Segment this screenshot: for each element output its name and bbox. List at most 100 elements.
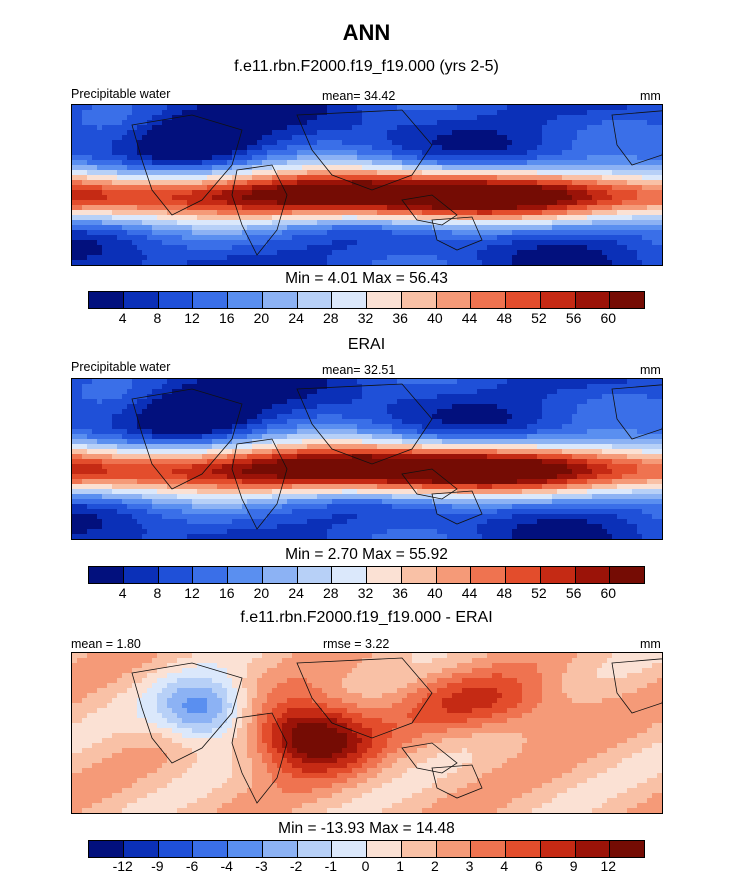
heatmap-cell [647, 120, 652, 125]
heatmap-cell [82, 225, 87, 230]
heatmap-cell [502, 240, 507, 245]
heatmap-cell [372, 140, 377, 145]
heatmap-cell [102, 170, 107, 175]
heatmap-cell [372, 379, 377, 384]
heatmap-cell [572, 404, 577, 409]
heatmap-cell [132, 200, 137, 205]
heatmap-cell [482, 210, 487, 215]
heatmap-cell [592, 379, 597, 384]
heatmap-cell [487, 225, 492, 230]
heatmap-cell [87, 210, 92, 215]
heatmap-cell [407, 200, 412, 205]
heatmap-cell [412, 245, 417, 250]
heatmap-cell [422, 230, 427, 235]
heatmap-cell [162, 195, 167, 200]
heatmap-cell [452, 419, 457, 424]
heatmap-cell [237, 125, 242, 130]
heatmap-cell [532, 115, 537, 120]
heatmap-cell [207, 250, 212, 255]
heatmap-cell [647, 135, 652, 140]
heatmap-cell [537, 190, 542, 195]
heatmap-cell [462, 145, 467, 150]
heatmap-cell [367, 260, 372, 265]
heatmap-cell [257, 130, 262, 135]
heatmap-cell [427, 145, 432, 150]
heatmap-cell [82, 110, 87, 115]
heatmap-cell [132, 205, 137, 210]
heatmap-cell [367, 205, 372, 210]
heatmap-cell [207, 424, 212, 429]
heatmap-cell [347, 120, 352, 125]
heatmap-cell [627, 195, 632, 200]
heatmap-cell [282, 409, 287, 414]
heatmap-cell [342, 250, 347, 255]
heatmap-cell [627, 160, 632, 165]
heatmap-cell [642, 409, 647, 414]
heatmap-cell [327, 384, 332, 389]
heatmap-cell [187, 205, 192, 210]
heatmap-cell [552, 185, 557, 190]
heatmap-cell [402, 404, 407, 409]
heatmap-cell [452, 155, 457, 160]
heatmap-cell [362, 419, 367, 424]
heatmap-cell [297, 220, 302, 225]
heatmap-cell [432, 240, 437, 245]
heatmap-cell [222, 185, 227, 190]
heatmap-cell [142, 240, 147, 245]
heatmap-cell [122, 255, 127, 260]
heatmap-cell [442, 210, 447, 215]
heatmap-cell [162, 185, 167, 190]
heatmap-cell [237, 105, 242, 110]
heatmap-cell [422, 195, 427, 200]
heatmap-cell [482, 170, 487, 175]
heatmap-cell [282, 185, 287, 190]
heatmap-cell [487, 180, 492, 185]
heatmap-cell [422, 110, 427, 115]
heatmap-cell [392, 120, 397, 125]
heatmap-cell [102, 215, 107, 220]
heatmap-cell [177, 384, 182, 389]
heatmap-cell [467, 130, 472, 135]
heatmap-cell [87, 220, 92, 225]
heatmap-cell [207, 205, 212, 210]
heatmap-cell [507, 195, 512, 200]
heatmap-cell [327, 130, 332, 135]
heatmap-cell [202, 250, 207, 255]
heatmap-cell [342, 170, 347, 175]
heatmap-cell [607, 145, 612, 150]
heatmap-cell [137, 260, 142, 265]
heatmap-cell [187, 419, 192, 424]
heatmap-cell [417, 220, 422, 225]
heatmap-cell [232, 394, 237, 399]
heatmap-cell [107, 165, 112, 170]
heatmap-cell [507, 130, 512, 135]
heatmap-cell [242, 379, 247, 384]
panel-1-colorbar [88, 291, 645, 309]
heatmap-cell [597, 220, 602, 225]
heatmap-cell [322, 255, 327, 260]
heatmap-cell [172, 235, 177, 240]
heatmap-cell [512, 414, 517, 419]
heatmap-cell [417, 230, 422, 235]
heatmap-cell [632, 115, 637, 120]
heatmap-cell [357, 105, 362, 110]
heatmap-cell [612, 165, 617, 170]
heatmap-cell [137, 255, 142, 260]
heatmap-cell [652, 110, 657, 115]
heatmap-cell [322, 135, 327, 140]
heatmap-cell [477, 230, 482, 235]
heatmap-cell [77, 394, 82, 399]
heatmap-cell [602, 220, 607, 225]
heatmap-cell [122, 175, 127, 180]
heatmap-cell [562, 399, 567, 404]
heatmap-cell [432, 389, 437, 394]
heatmap-cell [292, 145, 297, 150]
heatmap-cell [372, 384, 377, 389]
colorbar-tick-label: 12 [184, 310, 200, 326]
heatmap-cell [597, 235, 602, 240]
heatmap-cell [612, 200, 617, 205]
heatmap-cell [492, 210, 497, 215]
heatmap-cell [72, 210, 77, 215]
heatmap-cell [287, 210, 292, 215]
heatmap-cell [332, 155, 337, 160]
